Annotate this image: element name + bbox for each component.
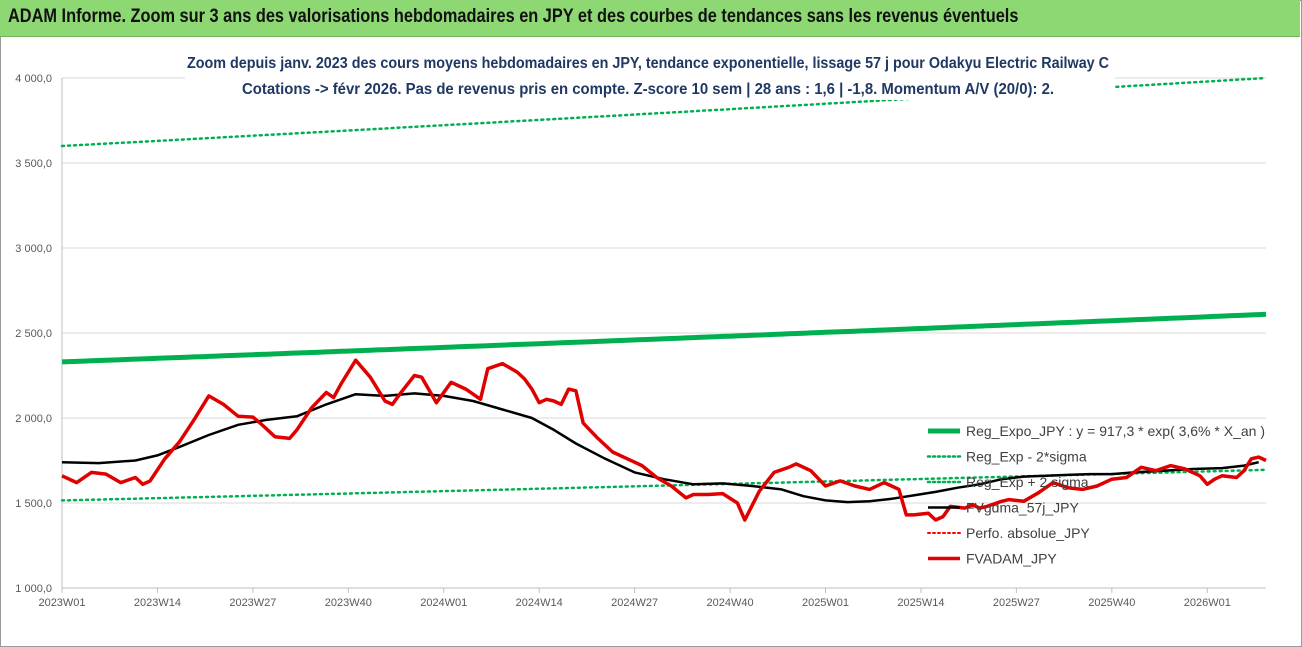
legend-label: Reg_Expo_JPY : y = 917,3 * exp( 3,6% * X… <box>966 423 1265 439</box>
chart-title-line-2: Cotations -> févr 2026. Pas de revenus p… <box>242 81 1054 98</box>
legend-label: FVgdma_57j_JPY <box>966 500 1080 516</box>
y-tick-label-4000: 4 000,0 <box>15 73 52 85</box>
x-tick-label: 2024W14 <box>516 597 563 609</box>
gridlines <box>62 77 1266 504</box>
series-fvadam-jpy <box>61 358 1267 522</box>
x-tick-label: 2025W14 <box>897 597 944 609</box>
report-banner: ADAM Informe. Zoom sur 3 ans des valoris… <box>0 0 1300 37</box>
x-axis-ticks: 2023W01 2023W14 2023W27 2023W40 2024W01 2024W… <box>38 588 1231 609</box>
legend-label: Reg_Exp - 2*sigma <box>966 449 1087 465</box>
y-tick-label-2000: 2 000,0 <box>15 413 52 425</box>
title-background <box>185 50 1115 100</box>
axes: 1 000,0 1 500,0 2 000,0 2 500,0 3 000,0 … <box>15 73 1266 609</box>
legend-label: Reg_Exp + 2 sigma <box>966 474 1089 490</box>
x-tick-label: 2023W01 <box>38 597 85 609</box>
y-tick-label-3000: 3 000,0 <box>15 243 52 255</box>
x-tick-label: 2025W27 <box>993 597 1040 609</box>
x-tick-label: 2024W27 <box>611 597 658 609</box>
x-tick-label: 2023W40 <box>325 597 372 609</box>
report-banner-title: ADAM Informe. Zoom sur 3 ans des valoris… <box>8 6 1019 27</box>
legend: Reg_Expo_JPY : y = 917,3 * exp( 3,6% * X… <box>926 423 1265 567</box>
x-tick-label: 2025W40 <box>1088 597 1135 609</box>
chart-title-line-1: Zoom depuis janv. 2023 des cours moyens … <box>187 55 1109 72</box>
x-tick-label: 2024W01 <box>420 597 467 609</box>
x-tick-label: 2023W14 <box>134 597 181 609</box>
y-tick-label-1000: 1 000,0 <box>15 583 52 595</box>
y-tick-label-1500: 1 500,0 <box>15 498 52 510</box>
y-tick-label-3500: 3 500,0 <box>15 158 52 170</box>
y-tick-label-2500: 2 500,0 <box>15 328 52 340</box>
x-tick-label: 2024W40 <box>707 597 754 609</box>
x-tick-label: 2025W01 <box>802 597 849 609</box>
x-tick-label: 2023W27 <box>229 597 276 609</box>
series-fvgdma-57j-jpy <box>61 392 1259 504</box>
legend-label: Perfo. absolue_JPY <box>966 525 1090 541</box>
series-reg-expo-jpy <box>61 311 1267 365</box>
legend-label: FVADAM_JPY <box>966 551 1057 567</box>
x-tick-label: 2026W01 <box>1184 597 1231 609</box>
